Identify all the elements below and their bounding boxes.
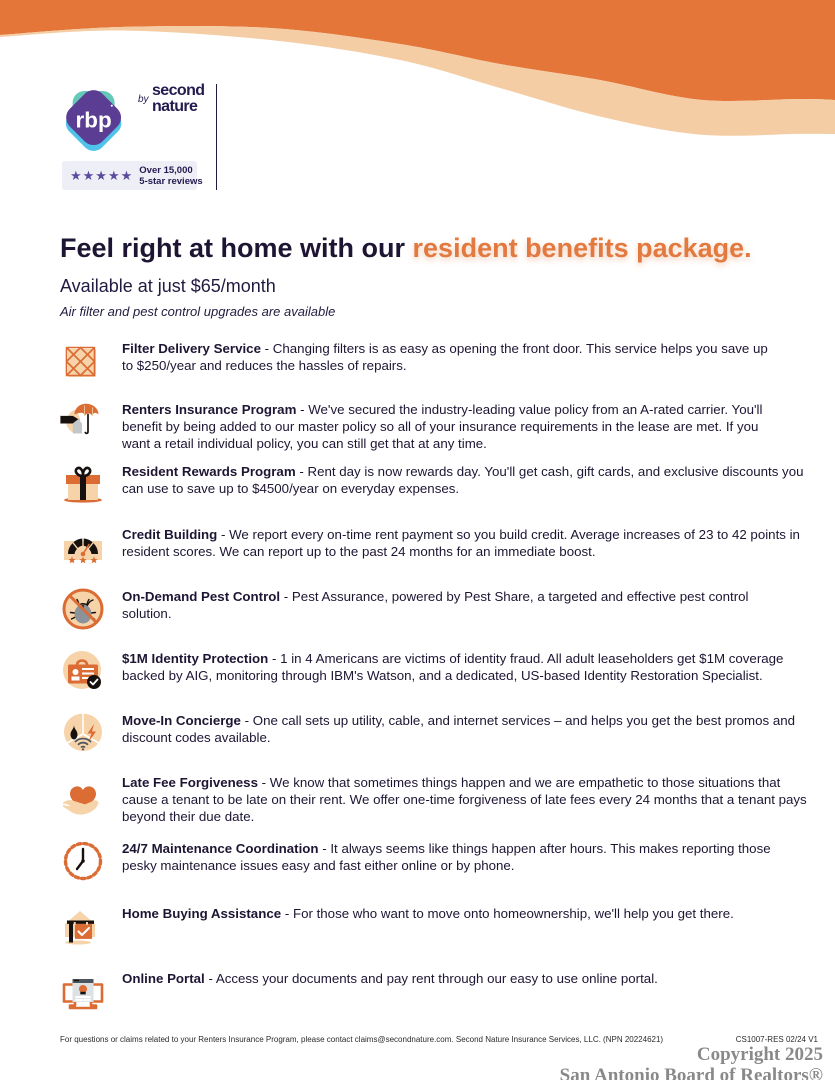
svg-text:rbp: rbp: [76, 107, 112, 132]
